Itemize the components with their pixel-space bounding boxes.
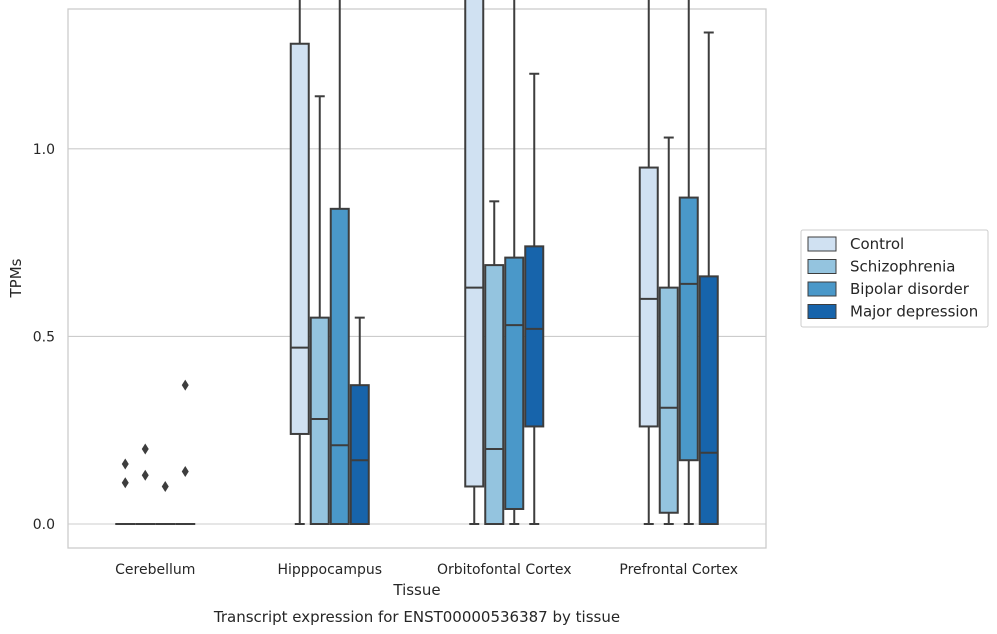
x-tick-label: Hipppocampus [277,562,382,578]
box-body [309,316,330,526]
box-series [115,0,719,526]
outlier-marker [181,379,189,391]
box-body [349,384,370,525]
legend-label: Major depression [850,303,978,321]
box-3-0 [638,0,659,525]
box-body [484,264,505,525]
box-0-0 [115,458,136,526]
y-tick-label: 0.0 [33,517,55,533]
box-3-1 [658,136,679,525]
box-3-3 [698,31,719,526]
y-tick-label: 0.5 [33,329,55,345]
legend-swatch [807,259,837,274]
box-1-2 [329,0,350,525]
box-body [289,42,310,435]
legend: Control Schizophrenia Bipolar disorder Majo… [800,229,989,328]
box-1-0 [289,0,310,525]
x-tick-label: Prefrontal Cortex [619,562,738,578]
box-body [678,196,699,462]
box-body [464,0,485,488]
box-body [658,286,679,514]
legend-label: Schizophrenia [850,258,955,276]
box-body [698,275,719,526]
box-2-0 [464,0,485,525]
outlier-marker [181,465,189,477]
legend-swatch [807,281,837,297]
legend-frame [800,229,989,328]
box-2-3 [524,72,545,525]
legend-label: Bipolar disorder [850,280,970,298]
outlier-marker [161,480,169,492]
box-0-1 [135,443,156,526]
box-2-2 [504,0,525,525]
outlier-marker [121,477,129,489]
outlier-marker [141,469,149,481]
x-axis-label: Tissue [392,581,440,599]
box-3-2 [678,0,699,525]
legend-label: Control [850,235,904,253]
box-1-3 [349,316,370,525]
y-axis-label: TPMs [7,258,25,298]
outlier-marker [121,458,129,470]
box-0-3 [175,379,196,526]
box-2-1 [484,200,505,525]
outlier-marker [141,443,149,455]
box-body [329,207,350,525]
box-1-1 [309,95,330,526]
y-tick-label: 1.0 [33,142,55,158]
x-tick-label: Cerebellum [115,562,195,578]
box-body [524,245,545,428]
box-body [504,256,525,510]
box-body [638,166,659,428]
box-0-2 [155,480,176,526]
x-axis-ticks: Cerebellum Hipppocampus Orbitofontal Corte… [115,562,738,578]
legend-swatch [807,304,837,319]
y-axis-ticks: 0.00.51.01.52.02.5 [33,142,55,533]
x-tick-label: Orbitofontal Cortex [437,562,572,578]
chart-caption: Transcript expression for ENST0000053638… [213,608,620,626]
legend-swatch [807,236,837,252]
